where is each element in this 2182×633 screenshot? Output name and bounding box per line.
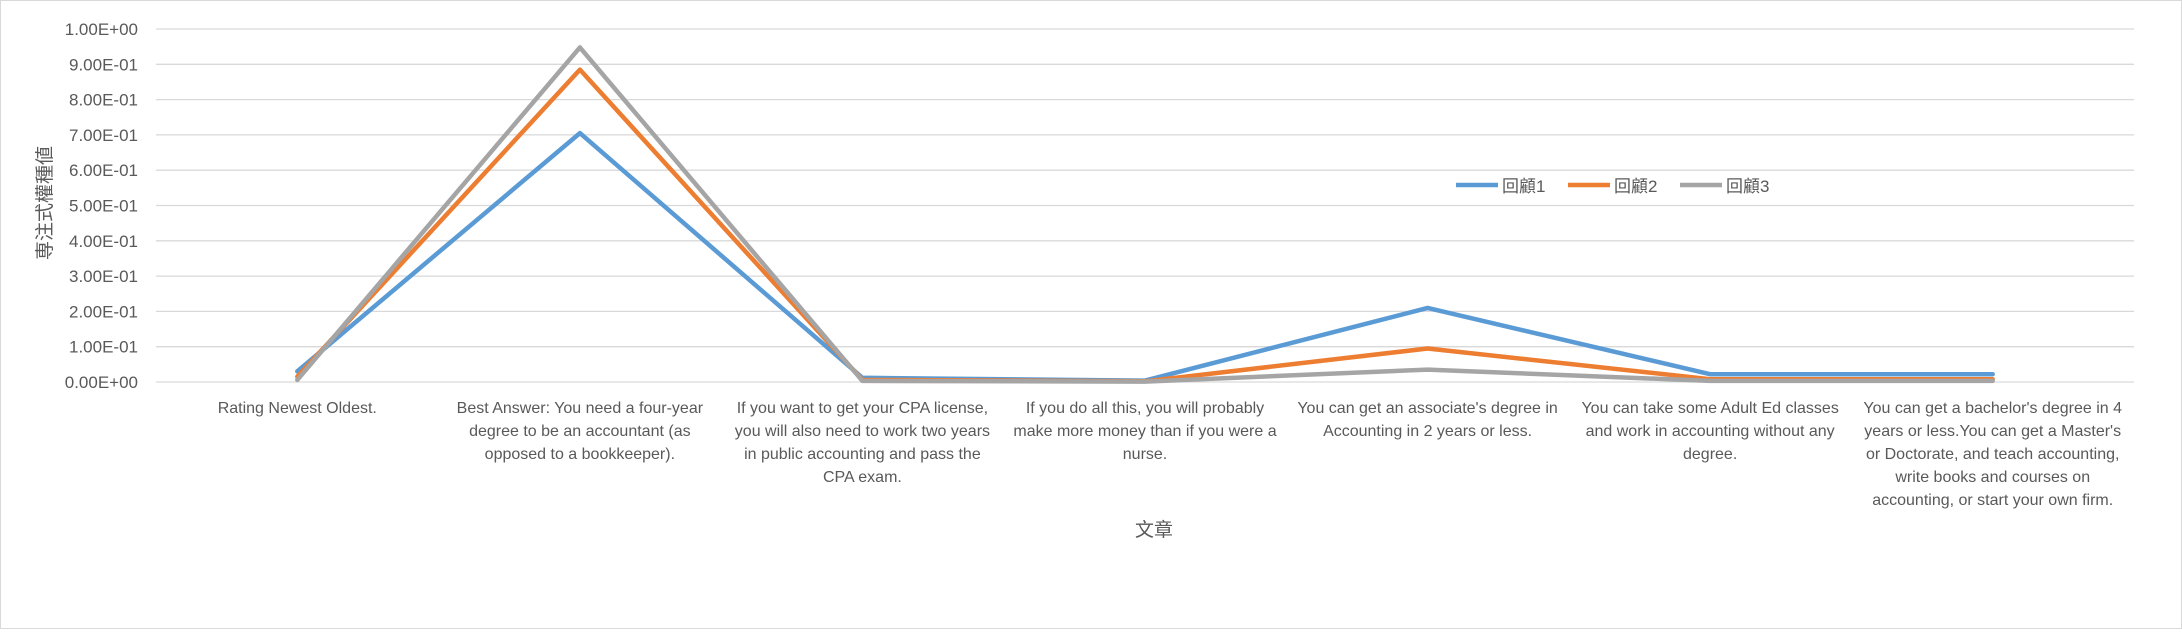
x-tick-label: If you do all this, you will probably mak…	[1013, 400, 1276, 463]
legend-label: 回顧1	[1502, 177, 1545, 196]
x-tick-label: You can get a bachelor's degree in 4 year…	[1863, 400, 2122, 509]
y-axis-ticks: 0.00E+00 1.00E-01 2.00E-01 3.00E-01 4.00E-01…	[65, 20, 138, 392]
legend-label: 回顧3	[1726, 177, 1769, 196]
y-tick-label: 8.00E-01	[69, 91, 138, 110]
y-tick-label: 2.00E-01	[69, 302, 138, 321]
series-line-2	[295, 67, 1995, 384]
legend-label: 回顧2	[1614, 177, 1657, 196]
x-tick-label: You can get an associate's degree in Acco…	[1297, 400, 1557, 440]
y-tick-label: 5.00E-01	[69, 197, 138, 216]
series-lines	[295, 45, 1995, 384]
legend: 回顧1 回顧2 回顧3	[1456, 177, 1769, 196]
y-tick-label: 9.00E-01	[69, 55, 138, 74]
x-tick-label: If you want to get your CPA license, you …	[735, 400, 990, 486]
y-tick-label: 4.00E-01	[69, 232, 138, 251]
x-tick-label: You can take some Adult Ed classes and wo…	[1581, 400, 1838, 463]
y-tick-label: 7.00E-01	[69, 126, 138, 145]
y-tick-label: 6.00E-01	[69, 161, 138, 180]
x-axis-ticks: Rating Newest Oldest. Best Answer: You ne…	[218, 400, 2122, 509]
y-tick-label: 0.00E+00	[65, 373, 138, 392]
x-tick-label: Best Answer: You need a four-year degree …	[457, 400, 704, 463]
series-line-3	[295, 45, 1995, 384]
x-tick-label: Rating Newest Oldest.	[218, 400, 377, 417]
y-tick-label: 3.00E-01	[69, 267, 138, 286]
y-tick-label: 1.00E-01	[69, 338, 138, 357]
y-tick-label: 1.00E+00	[65, 20, 138, 39]
y-axis-title: 専注式權種値	[34, 146, 56, 260]
x-axis-title: 文章	[1135, 519, 1173, 541]
